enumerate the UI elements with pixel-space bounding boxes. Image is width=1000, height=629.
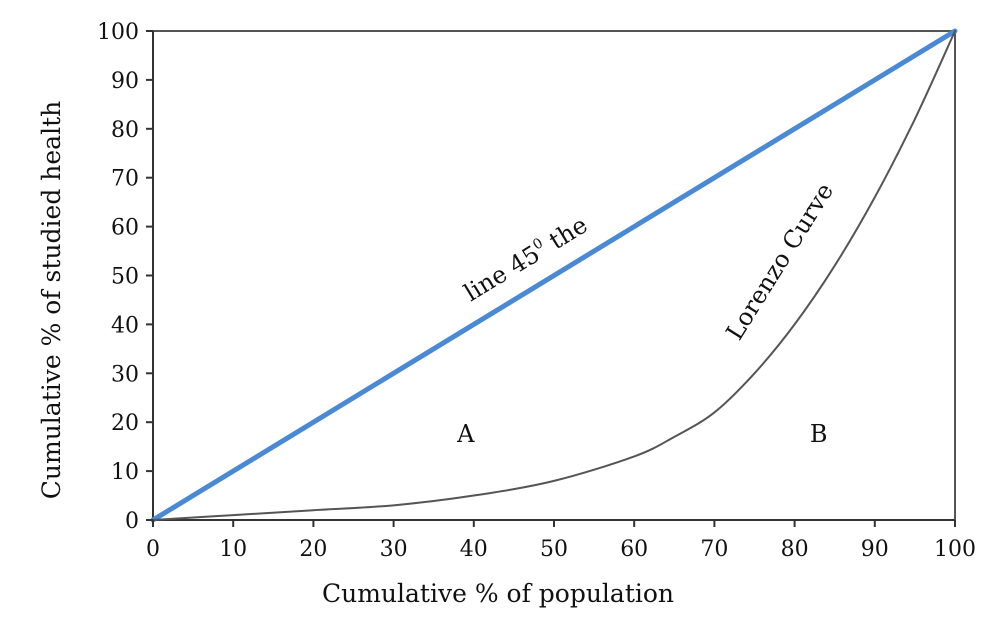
x-axis-ticks: 0 10 20 30 40 50 60 70 80 90 100 [146,520,976,562]
x-tick-label: 90 [861,537,889,562]
region-b-label: B [810,420,828,448]
y-tick-label: 70 [111,167,139,192]
diagonal-line-label-tail: the [538,211,593,259]
x-tick-label: 30 [380,537,408,562]
y-tick-label: 90 [111,69,139,94]
y-tick-label: 80 [111,118,139,143]
y-tick-label: 100 [97,20,139,45]
y-axis-ticks: 0 10 20 30 40 50 60 70 80 90 100 [97,20,153,534]
x-tick-label: 100 [934,537,976,562]
y-tick-label: 30 [111,362,139,387]
y-axis-title: Cumulative % of studied health [37,101,66,499]
x-tick-label: 60 [620,537,648,562]
y-tick-label: 60 [111,216,139,241]
diagonal-line-label-base: line 45 [459,240,545,307]
x-tick-label: 10 [219,537,247,562]
lorenz-curve-label: Lorenzo Curve [720,178,839,345]
y-tick-label: 0 [125,509,139,534]
x-tick-label: 80 [781,537,809,562]
lorenz-curve [152,30,956,521]
x-tick-label: 40 [460,537,488,562]
series-layer [150,28,958,523]
x-tick-label: 70 [700,537,728,562]
x-tick-label: 20 [299,537,327,562]
x-axis-title: Cumulative % of population [322,579,674,608]
y-tick-label: 40 [111,313,139,338]
x-tick-label: 0 [146,537,160,562]
region-a-label: A [456,420,475,448]
y-tick-label: 20 [111,411,139,436]
y-tick-label: 10 [111,460,139,485]
equality-line [150,28,958,523]
y-tick-label: 50 [111,265,139,290]
x-tick-label: 50 [540,537,568,562]
